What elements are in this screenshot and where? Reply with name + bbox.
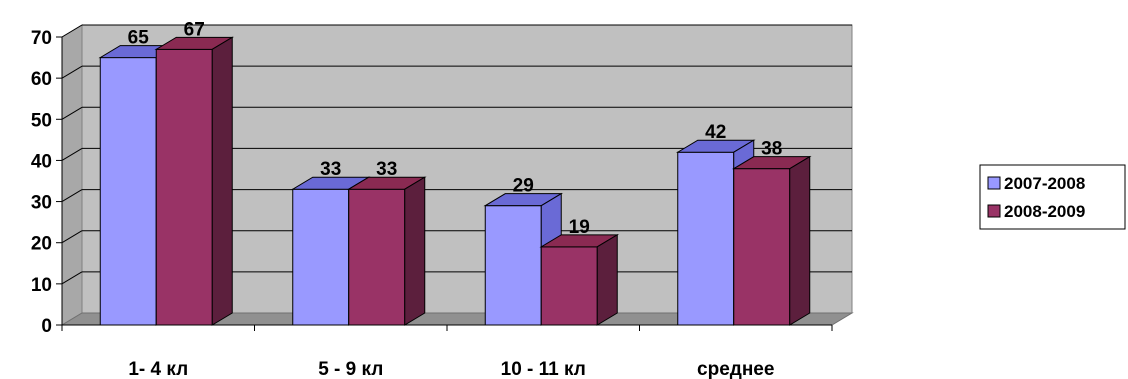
bars — [98, 36, 812, 326]
side-wall — [61, 24, 83, 326]
data-label: 38 — [761, 139, 782, 160]
bar-side — [789, 155, 811, 326]
bar-side — [596, 233, 618, 326]
y-tick-label: 50 — [31, 110, 52, 131]
x-axis-category-labels: 1- 4 кл 5 - 9 кл 10 - 11 кл среднее — [128, 359, 774, 379]
x-category-label: среднее — [697, 359, 774, 379]
data-label: 33 — [320, 159, 341, 180]
bar-front — [733, 168, 791, 326]
bar-front — [484, 205, 542, 326]
y-tick-label: 40 — [31, 151, 52, 172]
legend: 2007-2008 2008-2009 — [979, 164, 1126, 230]
bar-front — [99, 57, 157, 326]
bar-front — [155, 48, 213, 326]
data-label: 29 — [513, 176, 534, 197]
bar-front — [292, 188, 350, 326]
bar-front — [677, 151, 735, 326]
y-tick-label: 30 — [31, 193, 52, 214]
legend-label: 2007-2008 — [1004, 174, 1085, 193]
x-category-label: 1- 4 кл — [128, 359, 188, 379]
data-label: 19 — [569, 217, 590, 238]
data-labels: 65 67 33 33 29 19 42 38 — [128, 19, 783, 237]
bar — [154, 36, 235, 326]
gridline-side — [61, 271, 83, 285]
bar-side — [211, 36, 233, 326]
y-axis-tick-labels: 0 10 20 30 40 50 60 70 — [31, 28, 52, 337]
legend-label: 2008-2009 — [1004, 202, 1085, 221]
legend-swatch — [987, 204, 1001, 218]
y-tick-label: 0 — [41, 316, 52, 337]
x-category-label: 5 - 9 кл — [318, 359, 383, 379]
legend-box — [979, 164, 1126, 230]
y-tick-label: 10 — [31, 275, 52, 296]
gridline-side — [61, 24, 83, 38]
data-label: 65 — [128, 28, 150, 49]
gridline-side — [61, 147, 83, 161]
bar-side — [404, 176, 426, 326]
bar — [539, 233, 620, 326]
legend-swatch — [987, 176, 1001, 190]
bar — [346, 176, 427, 326]
gridline-side — [61, 65, 83, 79]
x-axis — [56, 36, 833, 331]
data-label: 42 — [705, 122, 726, 143]
data-label: 33 — [376, 159, 397, 180]
gridline-side — [61, 106, 83, 120]
data-label: 67 — [184, 19, 205, 40]
bar-front — [348, 188, 406, 326]
y-tick-label: 20 — [31, 234, 52, 255]
gridline-side — [61, 230, 83, 244]
y-tick-label: 70 — [31, 28, 52, 49]
x-category-label: 10 - 11 кл — [501, 359, 586, 379]
bar — [731, 155, 812, 326]
bar-front — [540, 246, 598, 326]
y-tick-label: 60 — [31, 69, 52, 90]
gridline-side — [61, 189, 83, 203]
